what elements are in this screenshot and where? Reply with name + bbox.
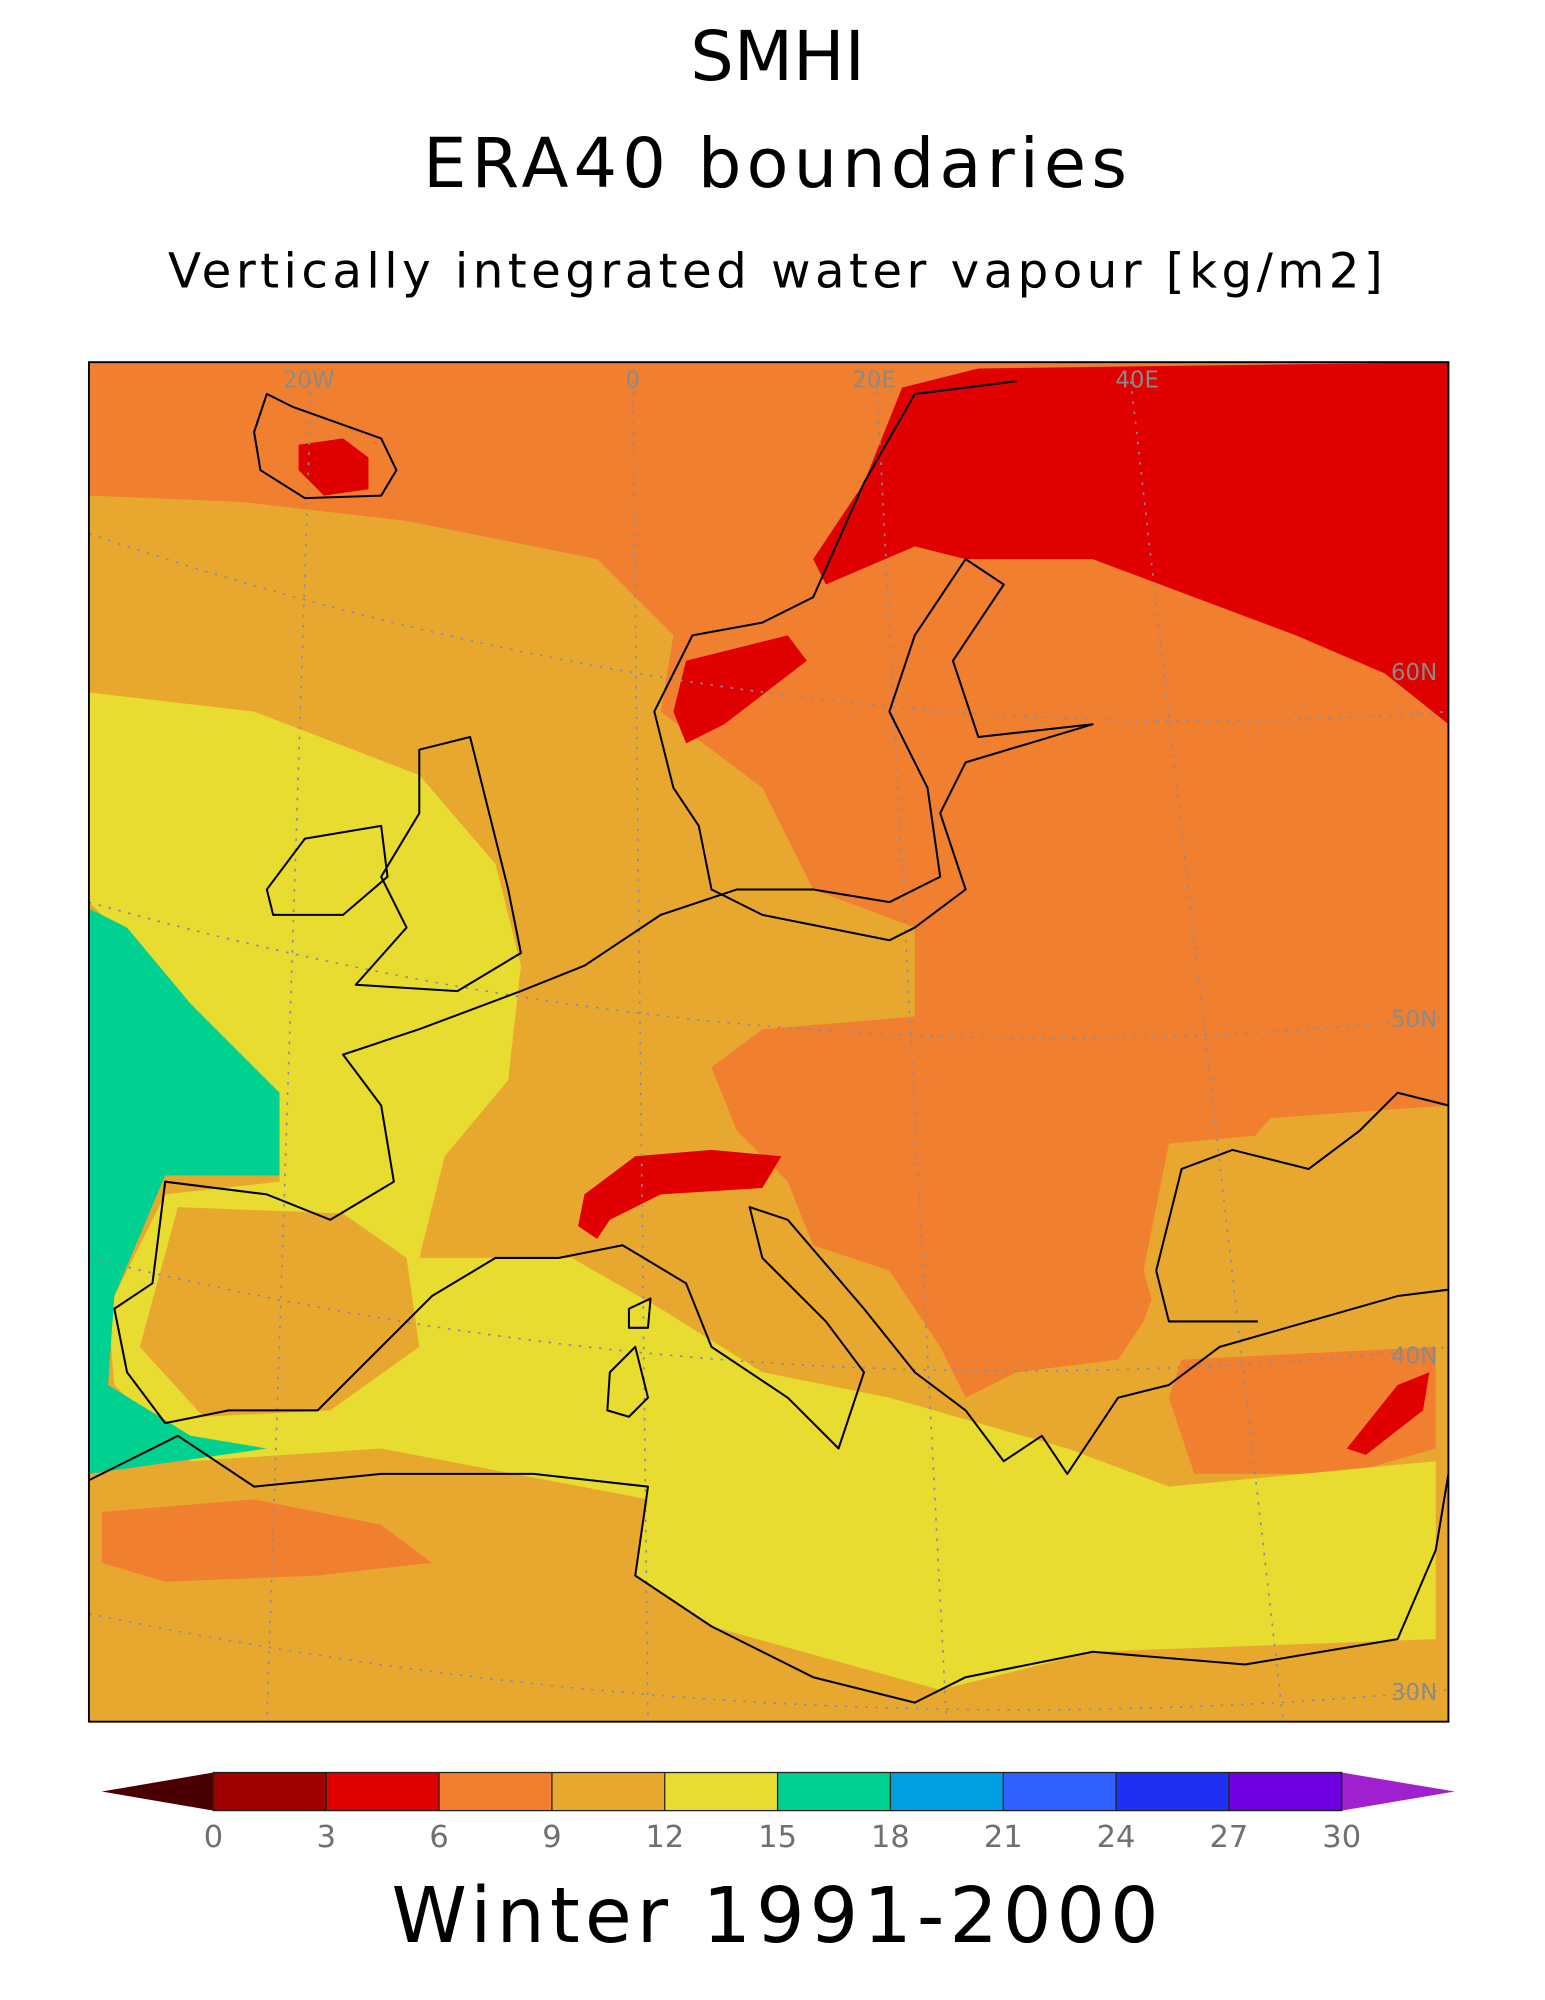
colorbar-tick-label: 24 — [1097, 1820, 1136, 1855]
title: SMHI — [690, 17, 865, 97]
grid-label: 20E — [852, 368, 896, 394]
coastline — [1155, 1091, 1449, 1323]
colorbar-box — [213, 1772, 327, 1811]
colorbar-tick-label: 0 — [204, 1820, 223, 1855]
grid-line — [88, 1612, 1449, 1711]
field-region — [1346, 1372, 1430, 1455]
colorbar-outline — [212, 1771, 1343, 1812]
grid-label: 40E — [1115, 368, 1159, 394]
field — [88, 362, 1449, 1722]
colorbar-tick-label: 6 — [429, 1820, 448, 1855]
variable-title: Vertically integrated water vapour [kg/m… — [168, 244, 1387, 300]
field-region — [139, 1207, 420, 1417]
coastlines — [88, 380, 1449, 1704]
colorbar-box — [664, 1772, 778, 1811]
coastline — [88, 1434, 1449, 1704]
subtitle: ERA40 boundaries — [423, 124, 1132, 204]
grid-label: 60N — [1391, 660, 1437, 686]
map-frame — [87, 361, 1450, 1723]
grid-label: 0 — [625, 368, 640, 394]
colorbar-tick-label: 30 — [1322, 1820, 1361, 1855]
colorbar-over — [1341, 1772, 1455, 1811]
colorbar-box — [439, 1772, 552, 1811]
coastline — [354, 735, 522, 993]
season-label: Winter 1991-2000 — [391, 1871, 1163, 1960]
colorbar: 0 3 6 9 12 15 18 21 24 27 30 — [101, 1771, 1455, 1855]
field-region — [813, 362, 1449, 725]
colorbar-box — [1228, 1772, 1342, 1811]
colorbar-box — [890, 1772, 1004, 1811]
coastline — [253, 392, 398, 500]
graticule — [88, 381, 1449, 1722]
grid-label: 30N — [1391, 1680, 1437, 1706]
colorbar-tick-label: 15 — [758, 1820, 797, 1855]
field-region — [88, 908, 280, 1474]
colorbar-tick-label: 27 — [1209, 1820, 1248, 1855]
field-region — [88, 362, 1449, 1398]
field-region — [673, 635, 807, 744]
colorbar-tick-label: 3 — [317, 1820, 336, 1855]
colorbar-tick-label: 21 — [984, 1820, 1023, 1855]
grid-line — [1129, 381, 1285, 1722]
field-region — [88, 692, 1436, 1690]
grid-label: 40N — [1391, 1344, 1437, 1370]
grid-line — [875, 381, 948, 1722]
colorbar-box — [1116, 1772, 1229, 1811]
colorbar-tick-label: 9 — [542, 1820, 561, 1855]
field-region — [1143, 1118, 1449, 1360]
coastline — [265, 824, 389, 916]
field-region — [578, 1149, 782, 1239]
colorbar-box — [777, 1772, 891, 1811]
colorbar-tick-label: 12 — [645, 1820, 684, 1855]
colorbar-box — [1003, 1772, 1117, 1811]
grid-label: 50N — [1391, 1007, 1437, 1033]
colorbar-under — [101, 1772, 214, 1811]
field-region — [101, 1499, 432, 1582]
grid-label: 20W — [283, 368, 335, 394]
colorbar-box — [551, 1772, 665, 1811]
colorbar-tick-label: 18 — [871, 1820, 910, 1855]
colorbar-box — [326, 1772, 440, 1811]
field-region — [298, 438, 369, 496]
coastline — [520, 380, 1094, 993]
coastline — [606, 1297, 652, 1418]
grid-labels: 20W 0 20E 40E 60N 50N 40N 30N — [283, 368, 1437, 1706]
coastline — [113, 990, 1449, 1475]
